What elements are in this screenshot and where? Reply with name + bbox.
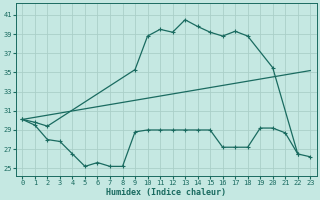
X-axis label: Humidex (Indice chaleur): Humidex (Indice chaleur) [106,188,226,197]
